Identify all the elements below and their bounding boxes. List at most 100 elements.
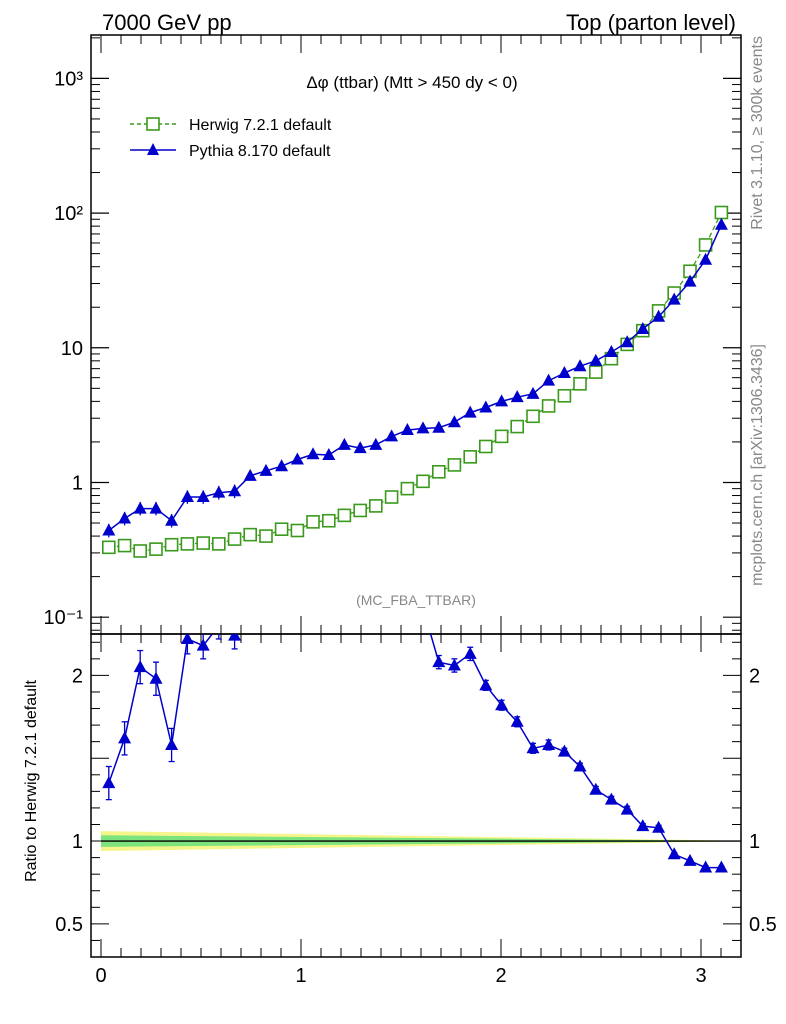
legend: Herwig 7.2.1 default Pythia 8.170 defaul… [130, 117, 332, 160]
herwig-point [463, 450, 478, 464]
pythia-point [714, 217, 728, 230]
ratio-pythia-point [479, 678, 493, 691]
herwig-point [447, 458, 462, 472]
ratio-y-tick-label: 2 [749, 665, 760, 687]
pythia-point [636, 321, 650, 334]
legend-pythia-marker [147, 143, 159, 155]
herwig-point [541, 399, 556, 413]
herwig-point [431, 465, 446, 479]
pythia-point [369, 437, 383, 450]
pythia-point [667, 292, 681, 305]
legend-herwig-marker [146, 117, 160, 131]
ratio-pythia-point [542, 737, 556, 750]
pythia-point [259, 463, 273, 476]
pythia-point [180, 490, 194, 503]
herwig-point [102, 540, 116, 555]
ratio-y-tick-label: 0.5 [55, 914, 83, 936]
pythia-point [557, 365, 571, 378]
pythia-point [165, 513, 179, 526]
herwig-point [290, 523, 305, 538]
herwig-point [180, 537, 195, 551]
pythia-point [118, 511, 132, 524]
herwig-point [306, 515, 320, 529]
herwig-point [494, 429, 509, 444]
herwig-point [400, 481, 415, 496]
pythia-point [447, 415, 461, 428]
y-tick-label: 1 [72, 472, 83, 494]
herwig-point [510, 419, 525, 434]
herwig-point [714, 205, 729, 220]
ratio-pythia-point [667, 847, 681, 860]
ratio-y-tick-label: 2 [72, 665, 83, 687]
herwig-point [227, 532, 242, 546]
herwig-point [353, 503, 368, 518]
pythia-point [102, 523, 116, 536]
x-tick-label: 2 [495, 965, 506, 987]
x-tick-label: 0 [95, 965, 106, 987]
ratio-pythia-point [228, 634, 242, 641]
x-tick-label: 1 [295, 965, 306, 987]
ratio-pythia-point [495, 698, 509, 711]
ratio-pythia-point [118, 731, 132, 744]
herwig-point [368, 499, 383, 513]
ratio-pythia-point [165, 737, 179, 750]
pythia-point [353, 441, 367, 454]
legend-pythia-label: Pythia 8.170 default [189, 143, 331, 160]
legend-herwig-label: Herwig 7.2.1 default [189, 117, 332, 134]
herwig-line [108, 212, 722, 552]
pythia-point [228, 484, 242, 497]
ratio-pythia-point [636, 819, 650, 832]
pythia-point [652, 309, 666, 322]
ratio-pythia-point [510, 714, 524, 727]
pythia-point [683, 274, 697, 287]
ratio-pythia-point [133, 660, 147, 673]
pythia-point [589, 353, 603, 366]
pythia-point [604, 345, 618, 358]
ratio-pythia-point [149, 671, 163, 684]
pythia-point [620, 335, 634, 348]
pythia-line [108, 224, 723, 532]
herwig-point [164, 537, 179, 552]
pythia-point [275, 459, 289, 472]
pythia-point [573, 359, 587, 372]
ratio-pythia-point [652, 820, 666, 833]
ratio-pythia-point [620, 802, 634, 815]
ratio-pythia-point [526, 741, 540, 754]
pythia-point [385, 429, 399, 442]
ratio-pythia-line [429, 634, 722, 869]
herwig-point [243, 527, 257, 542]
pythia-point [290, 452, 304, 465]
mcplots-label: mcplots.cern.ch [arXiv:1306.3436] [749, 344, 766, 586]
herwig-point [588, 365, 603, 379]
ratio-pythia-point [102, 776, 116, 789]
ratio-pythia-point [573, 759, 587, 772]
pythia-point [243, 468, 257, 481]
herwig-point [133, 544, 147, 558]
ratio-y-tick-label: 1 [749, 831, 760, 853]
y-tick-label: 10⁻¹ [44, 607, 84, 629]
main-title: Δφ (ttbar) (Mtt > 450 dy < 0) [306, 73, 517, 92]
herwig-point [384, 490, 399, 504]
herwig-point [274, 522, 289, 536]
herwig-point [117, 538, 132, 553]
herwig-point [337, 508, 352, 523]
herwig-point [259, 529, 273, 543]
pythia-point [306, 447, 320, 460]
pythia-point [510, 390, 524, 403]
ratio-ylabel: Ratio to Herwig 7.2.1 default [23, 679, 40, 881]
ratio-pythia-point [432, 655, 446, 668]
ratio-pythia-point [463, 646, 477, 659]
pythia-point [133, 501, 147, 514]
ratio-pythia-point [447, 658, 461, 671]
ratio-pythia-point [604, 792, 618, 805]
ratio-pythia-point [180, 634, 194, 644]
analysis-label: (MC_FBA_TTBAR) [356, 592, 476, 608]
pythia-point [495, 394, 509, 407]
ratio-pythia-point [557, 744, 571, 757]
herwig-point [321, 513, 336, 528]
pythia-point [699, 252, 713, 265]
rivet-label: Rivet 3.1.10, ≥ 300k events [749, 36, 766, 230]
ratio-pythia-point [714, 860, 728, 873]
herwig-point [416, 474, 430, 489]
